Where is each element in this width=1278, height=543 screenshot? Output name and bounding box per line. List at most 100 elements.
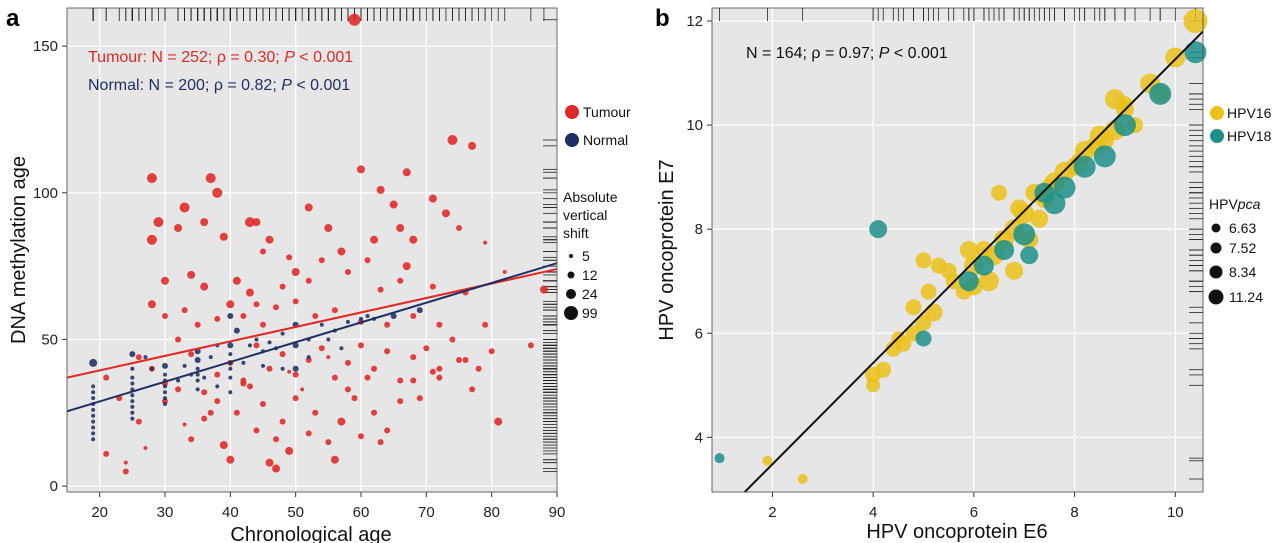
data-point-tumour	[397, 398, 404, 405]
legend-label-hpv16: HPV16	[1227, 105, 1272, 121]
data-point-tumour	[377, 286, 384, 293]
data-point-tumour	[153, 217, 164, 228]
data-point-tumour	[389, 200, 398, 209]
data-point-tumour	[103, 374, 110, 381]
data-point-tumour	[502, 270, 507, 274]
data-point-tumour	[305, 277, 312, 284]
data-point-normal	[208, 355, 213, 360]
data-point-normal	[89, 358, 98, 367]
data-point-tumour	[409, 235, 418, 244]
x-tick-label: 70	[418, 504, 435, 521]
data-point-tumour	[245, 288, 254, 297]
x-tick-label: 40	[222, 504, 239, 521]
data-point-tumour	[279, 351, 286, 358]
data-point-tumour	[226, 300, 235, 309]
data-point-normal	[163, 390, 167, 395]
data-point-hpv18	[1184, 41, 1207, 64]
y-tick-label: 4	[695, 429, 703, 446]
data-point-tumour	[292, 371, 299, 378]
data-point-tumour	[147, 300, 156, 309]
legend-size-label-8-34: 8.34	[1229, 264, 1256, 280]
data-point-tumour	[146, 173, 157, 184]
data-point-hpv18	[915, 330, 932, 347]
data-point-normal	[130, 381, 135, 386]
data-point-hpv16	[959, 241, 978, 259]
data-point-tumour	[371, 409, 378, 416]
data-point-tumour	[135, 418, 142, 425]
data-point-tumour	[488, 348, 495, 355]
data-point-tumour	[468, 141, 477, 150]
data-point-normal	[261, 363, 265, 368]
regression-line-normal	[66, 262, 558, 413]
data-point-hpv16	[866, 378, 881, 393]
data-point-tumour	[337, 417, 346, 426]
x-tick-label: 10	[1167, 504, 1184, 521]
data-point-tumour	[539, 285, 548, 294]
data-point-tumour	[397, 377, 404, 384]
data-point-tumour	[410, 354, 417, 361]
data-point-tumour	[436, 321, 443, 328]
legend-size-label-24: 24	[582, 286, 598, 302]
data-point-tumour	[325, 439, 332, 446]
plot-frame	[66, 7, 558, 493]
data-point-tumour	[475, 365, 482, 372]
data-point-tumour	[253, 427, 260, 434]
data-point-normal	[129, 351, 136, 358]
data-point-tumour	[351, 395, 358, 402]
data-point-normal	[319, 322, 324, 327]
data-point-normal	[91, 384, 96, 389]
panel-b-plot-area	[712, 8, 1203, 492]
data-point-normal	[91, 425, 96, 430]
data-point-tumour	[326, 355, 331, 360]
data-point-tumour	[384, 321, 391, 328]
x-tick-label: 90	[549, 504, 566, 521]
panel-b-regression-line	[744, 30, 1204, 493]
data-point-tumour	[402, 262, 411, 271]
data-point-hpv16	[1165, 47, 1186, 68]
data-point-normal	[130, 366, 135, 371]
data-point-tumour	[348, 13, 361, 26]
data-point-tumour	[429, 368, 436, 375]
data-point-tumour	[187, 270, 196, 279]
panel-a-tumour-stats: Tumour: N = 252; ρ = 0.30; P < 0.001	[88, 49, 353, 66]
data-point-tumour	[292, 298, 299, 305]
data-point-tumour	[358, 342, 364, 349]
panel-b-p-value: < 0.001	[889, 45, 947, 62]
data-point-tumour	[253, 342, 260, 349]
data-point-tumour	[305, 430, 312, 437]
data-point-normal	[227, 313, 234, 319]
x-tick-label: 60	[353, 504, 370, 521]
data-point-tumour	[456, 225, 462, 231]
data-point-tumour	[240, 313, 247, 319]
data-point-normal	[292, 342, 299, 349]
data-point-hpv16	[1010, 199, 1029, 218]
data-point-tumour	[201, 389, 208, 396]
data-point-normal	[162, 362, 168, 369]
data-point-tumour	[312, 313, 319, 319]
data-point-tumour	[214, 371, 221, 378]
data-point-normal	[163, 372, 167, 377]
legend-size-title-line1: Absolute	[563, 189, 618, 205]
y-tick-label: 50	[41, 331, 58, 348]
panel-b-y-axis-label: HPV oncoprotein E7	[656, 159, 678, 340]
x-tick-label: 80	[483, 504, 500, 521]
data-point-tumour	[423, 345, 430, 352]
data-point-tumour	[219, 441, 228, 450]
legend-size-label-11-24: 11.24	[1229, 289, 1263, 305]
data-point-normal	[91, 390, 96, 395]
data-point-tumour	[175, 386, 182, 393]
data-point-tumour	[272, 464, 281, 473]
panel-b-stats: N = 164; ρ = 0.97; P < 0.001	[746, 45, 948, 62]
data-point-tumour	[364, 257, 371, 264]
data-point-tumour	[428, 194, 437, 203]
data-point-tumour	[456, 357, 462, 363]
data-point-tumour	[292, 395, 299, 402]
data-point-tumour	[200, 282, 209, 291]
data-point-normal	[228, 390, 233, 395]
data-point-hpv18	[1093, 145, 1116, 168]
panel-a-rug	[92, 8, 557, 472]
panel-a-tick-labels: 20 30 40 50 60 70 80 90 0 50 100 150	[33, 7, 566, 521]
data-point-hpv16	[1183, 9, 1208, 34]
data-point-tumour	[370, 235, 379, 244]
legend-size-label-12: 12	[582, 267, 598, 283]
